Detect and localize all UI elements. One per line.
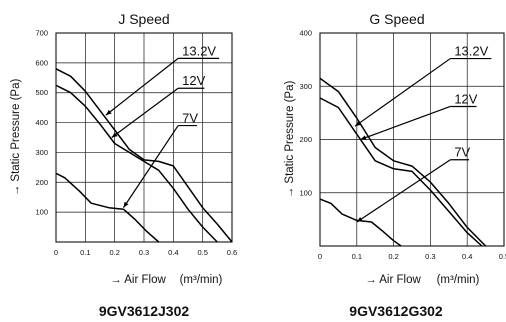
plot-frame: [319, 32, 505, 247]
y-tick-label: 300: [299, 82, 312, 91]
voltage-label: 7V: [182, 111, 198, 126]
voltage-label: 13.2V: [182, 43, 216, 58]
y-axis-title: → Static Pressure (Pa): [10, 79, 22, 197]
series-line-12V: [55, 84, 218, 243]
plot-frame: [55, 32, 233, 243]
label-arrow: [105, 57, 179, 116]
arrow-head: [105, 109, 112, 116]
x-tick-label: 0.3: [425, 252, 435, 261]
arrow-head: [356, 217, 363, 223]
voltage-label: 12V: [454, 91, 477, 106]
y-tick-label: 100: [35, 208, 48, 217]
label-arrow: [122, 125, 179, 208]
x-tick-label: 0.5: [499, 252, 506, 261]
label-arrow: [354, 58, 451, 127]
model-number: 9GV3612G302: [349, 303, 443, 319]
y-tick-label: 400: [35, 118, 48, 127]
grid: [319, 32, 505, 246]
arrow-head: [111, 132, 118, 138]
x-tick-label: 0.5: [197, 248, 207, 257]
x-tick-label: 0: [318, 252, 322, 261]
series-line-13.2V: [319, 77, 487, 247]
y-tick-label: 300: [35, 148, 48, 157]
x-axis-title: → Air Flow: [365, 274, 421, 286]
label-arrow: [356, 159, 451, 223]
label-arrow: [111, 87, 179, 138]
y-tick-label: 100: [299, 188, 312, 197]
chart-1: G Speed 0 0.1 0.2 0.3 0.4 0.5 100 200 300 400 13.2V…: [284, 11, 506, 319]
x-axis-unit: (m³/min): [180, 274, 223, 286]
arrow-head: [360, 135, 367, 140]
y-axis-title: → Static Pressure (Pa): [284, 81, 296, 199]
y-tick-label: 200: [299, 135, 312, 144]
series-line-13.2V: [55, 68, 233, 243]
x-tick-label: 0.2: [388, 252, 398, 261]
voltage-label: 13.2V: [454, 44, 488, 59]
x-axis-title: → Air Flow: [110, 274, 166, 286]
y-tick-label: 500: [35, 88, 48, 97]
chart-title: G Speed: [369, 11, 424, 27]
x-tick-label: 0.4: [168, 248, 178, 257]
x-tick-label: 0.6: [227, 248, 237, 257]
arrow-head: [123, 201, 129, 208]
y-tick-label: 200: [35, 178, 48, 187]
series-line-7V: [319, 198, 402, 247]
y-tick-label: 700: [35, 29, 48, 38]
y-tick-label: 600: [35, 58, 48, 67]
x-tick-label: 0: [54, 248, 58, 257]
series-line-12V: [319, 97, 483, 247]
x-tick-label: 0.1: [80, 248, 90, 257]
y-tick-label: 400: [299, 29, 312, 38]
x-tick-label: 0.3: [139, 248, 149, 257]
chart-0: J Speed 0 0.1 0.2 0.3 0.4 0.5 0.6 100 200 300 400 50…: [10, 11, 237, 319]
arrow-head: [354, 121, 361, 127]
chart-title: J Speed: [118, 11, 169, 27]
x-axis-unit: (m³/min): [437, 274, 480, 286]
voltage-label: 7V: [454, 145, 470, 160]
series-line-7V: [55, 172, 160, 243]
model-number: 9GV3612J302: [99, 303, 190, 319]
voltage-label: 12V: [182, 73, 205, 88]
x-tick-label: 0.1: [352, 252, 362, 261]
x-tick-label: 0.2: [109, 248, 119, 257]
x-tick-label: 0.4: [462, 252, 472, 261]
label-arrow: [360, 105, 451, 141]
